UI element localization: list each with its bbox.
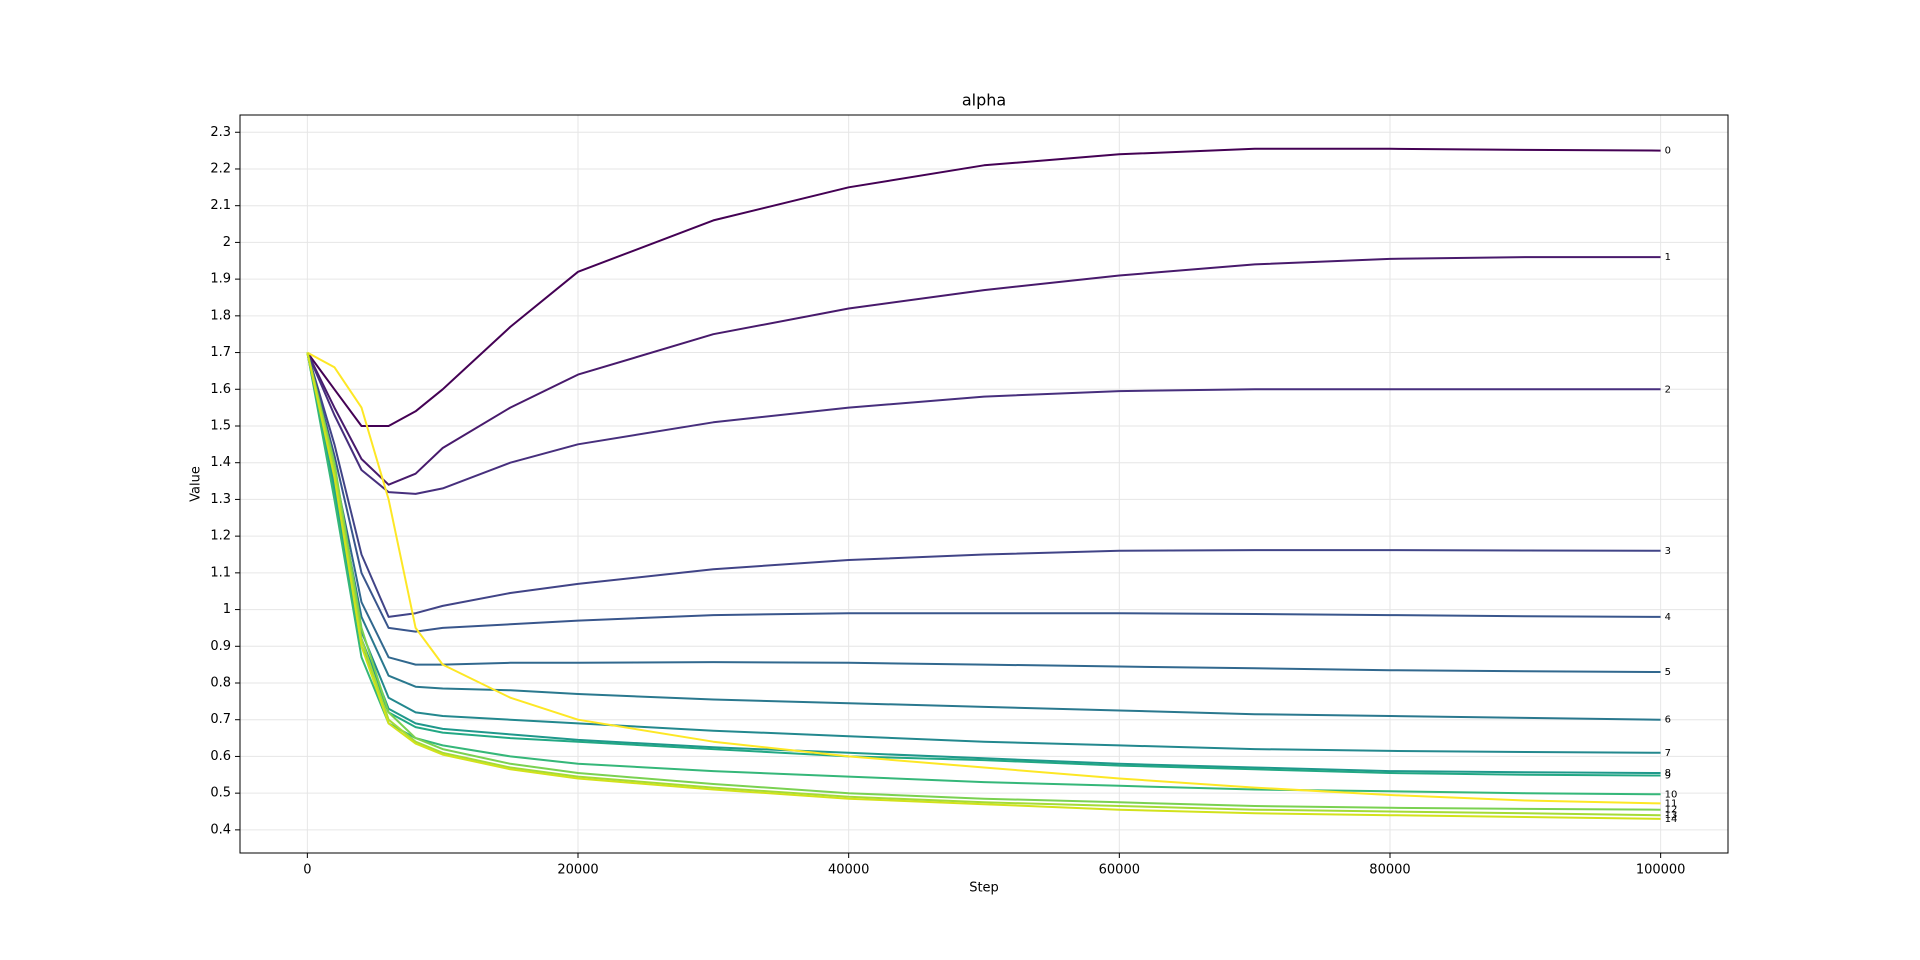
series-line bbox=[306, 352, 1661, 811]
y-tick-label: 0.8 bbox=[210, 676, 231, 691]
y-tick-label: 1.8 bbox=[210, 308, 231, 323]
y-tick-label: 2.1 bbox=[210, 198, 231, 213]
y-tick-label: 2.3 bbox=[210, 125, 231, 140]
chart-title: alpha bbox=[962, 91, 1006, 110]
x-tick-label: 0 bbox=[303, 863, 311, 878]
series-end-label: 13 bbox=[1665, 810, 1678, 821]
y-tick-label: 1.7 bbox=[210, 345, 231, 360]
x-axis-label: Step bbox=[969, 881, 999, 896]
series-end-label: 12 bbox=[1665, 805, 1678, 816]
x-tick-label: 100000 bbox=[1636, 863, 1686, 878]
x-tick-label: 20000 bbox=[557, 863, 598, 878]
y-tick-label: 1.1 bbox=[210, 565, 231, 580]
series-end-label: 6 bbox=[1665, 715, 1671, 726]
y-tick-label: 1.2 bbox=[210, 529, 231, 544]
series-end-label: 7 bbox=[1665, 748, 1671, 759]
series-end-label: 5 bbox=[1665, 667, 1671, 678]
y-tick-label: 1.3 bbox=[210, 492, 231, 507]
series-line bbox=[306, 147, 1661, 427]
series-end-label: 11 bbox=[1665, 798, 1678, 809]
series-end-label: 0 bbox=[1665, 146, 1671, 157]
series-line bbox=[306, 352, 1661, 673]
y-tick-label: 1.9 bbox=[210, 272, 231, 287]
y-tick-label: 1 bbox=[223, 602, 231, 617]
y-tick-label: 0.7 bbox=[210, 712, 231, 727]
y-tick-label: 0.5 bbox=[210, 786, 231, 801]
y-tick-label: 1.4 bbox=[210, 455, 231, 470]
plot-frame bbox=[239, 114, 1729, 854]
series-end-label: 4 bbox=[1665, 612, 1671, 623]
series-line bbox=[306, 352, 1661, 817]
y-tick-label: 1.6 bbox=[210, 382, 231, 397]
series-line bbox=[306, 256, 1661, 486]
x-tick-label: 40000 bbox=[828, 863, 869, 878]
y-tick-label: 0.9 bbox=[210, 639, 231, 654]
series-end-label: 8 bbox=[1665, 768, 1671, 779]
series-line bbox=[306, 352, 1661, 754]
series-line bbox=[306, 352, 1661, 495]
series-line bbox=[306, 351, 1661, 805]
y-tick-label: 0.4 bbox=[210, 822, 231, 837]
y-tick-label: 0.6 bbox=[210, 749, 231, 764]
series-end-label: 3 bbox=[1665, 546, 1671, 557]
x-tick-label: 60000 bbox=[1099, 863, 1140, 878]
y-tick-label: 2.2 bbox=[210, 161, 231, 176]
series-line bbox=[306, 352, 1661, 820]
series-end-label: 10 bbox=[1665, 789, 1678, 800]
series-line bbox=[306, 352, 1661, 777]
series-end-label: 14 bbox=[1665, 814, 1678, 825]
series-end-label: 9 bbox=[1665, 771, 1671, 782]
series-end-label: 1 bbox=[1665, 252, 1671, 263]
series-line bbox=[306, 352, 1661, 721]
series-line bbox=[306, 352, 1661, 796]
y-tick-label: 1.5 bbox=[210, 418, 231, 433]
series-end-label: 2 bbox=[1665, 384, 1671, 395]
y-tick-label: 2 bbox=[223, 235, 231, 250]
series-line bbox=[306, 352, 1661, 633]
series-line bbox=[306, 352, 1661, 774]
x-tick-label: 80000 bbox=[1369, 863, 1410, 878]
y-axis-label: Value bbox=[189, 466, 204, 502]
series-line bbox=[306, 352, 1661, 618]
